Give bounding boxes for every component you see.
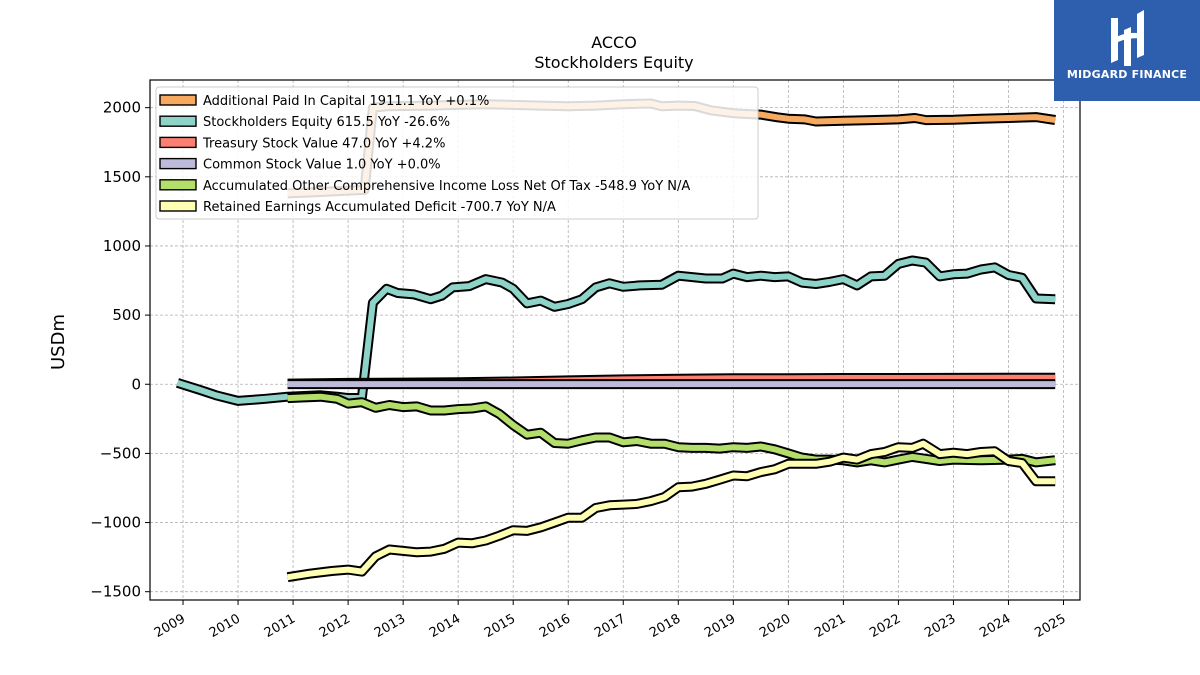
series-line — [176, 257, 1056, 404]
x-tick-label: 2024 — [977, 611, 1013, 641]
y-tick-label: 1000 — [103, 237, 141, 255]
midgard-logo: MIDGARD FINANCE — [1054, 0, 1200, 101]
legend-box — [155, 86, 759, 220]
x-tick-label: 2016 — [537, 611, 573, 641]
x-tick-label: 2023 — [922, 611, 958, 641]
legend-entry: Accumulated Other Comprehensive Income L… — [203, 179, 690, 194]
legend: Additional Paid In Capital 1911.1 YoY +0… — [155, 86, 759, 220]
y-tick-label: −500 — [100, 444, 141, 462]
x-tick-label: 2021 — [812, 611, 848, 641]
brand-name: MIDGARD FINANCE — [1066, 68, 1188, 81]
chart-subtitle: Stockholders Equity — [534, 53, 693, 72]
y-tick-label: −1500 — [90, 583, 141, 601]
y-axis-ticks: −1500 −1000 −500 0 500 1000 1500 2000 — [90, 99, 150, 601]
x-tick-label: 2014 — [427, 611, 463, 641]
plot-area-frame — [149, 79, 1081, 601]
x-tick-label: 2017 — [592, 611, 628, 641]
legend-swatch — [159, 157, 197, 170]
legend-swatch — [159, 94, 197, 106]
legend-swatch — [159, 136, 197, 149]
legend-entry: Common Stock Value 1.0 YoY +0.0% — [203, 158, 441, 173]
legend-entry: Retained Earnings Accumulated Deficit -7… — [203, 200, 556, 215]
legend-swatch — [159, 200, 197, 212]
y-axis-label: USDm — [48, 314, 69, 370]
y-tick-label: 1500 — [103, 168, 141, 186]
y-tick-label: 500 — [112, 306, 141, 324]
y-tick-label: 0 — [131, 375, 141, 393]
series-layer — [176, 98, 1056, 583]
x-tick-label: 2019 — [702, 611, 738, 641]
y-tick-label: 2000 — [103, 99, 141, 117]
x-tick-label: 2010 — [207, 611, 243, 641]
x-tick-label: 2012 — [317, 611, 353, 641]
legend-swatch — [159, 115, 197, 127]
x-tick-label: 2018 — [647, 611, 683, 641]
chart-title: ACCO — [591, 33, 637, 52]
legend-entry: Treasury Stock Value 47.0 YoY +4.2% — [202, 136, 445, 151]
x-axis-ticks: 2009 2010 2011 2012 2013 2014 2015 2016 2017 2018… — [152, 600, 1068, 641]
x-tick-label: 2022 — [867, 611, 903, 641]
x-tick-label: 2011 — [262, 611, 298, 641]
x-tick-label: 2015 — [482, 611, 518, 641]
x-tick-label: 2009 — [152, 611, 188, 641]
legend-entry: Additional Paid In Capital 1911.1 YoY +0… — [203, 94, 489, 109]
legend-swatch — [159, 179, 197, 191]
series-line — [287, 393, 1056, 466]
midgard-logo-icon — [1111, 10, 1144, 66]
x-tick-label: 2013 — [372, 611, 408, 641]
legend-entry: Stockholders Equity 615.5 YoY -26.6% — [203, 115, 450, 130]
x-tick-label: 2020 — [757, 611, 793, 641]
series-line — [287, 440, 1056, 581]
y-tick-label: −1000 — [90, 514, 141, 532]
x-tick-label: 2025 — [1032, 611, 1068, 641]
